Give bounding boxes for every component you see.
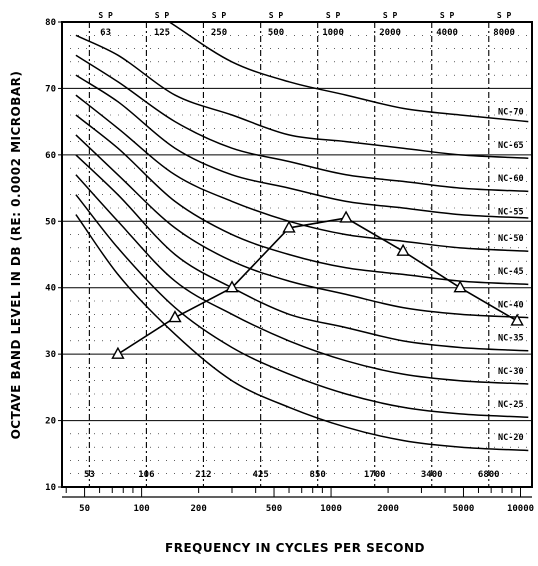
nc-label: NC-60	[498, 174, 524, 184]
measured-point	[282, 220, 296, 233]
measured-series	[111, 210, 524, 359]
y-axis-title: OCTAVE BAND LEVEL IN DB (RE: 0.0002 MICR…	[9, 71, 23, 440]
band-edge-label: 212	[195, 470, 211, 480]
x-tick-label: 50	[79, 504, 90, 514]
band-center-label: 8000	[493, 28, 515, 38]
plot-frame	[61, 21, 533, 488]
nc-label: NC-35	[498, 334, 524, 344]
measured-point	[111, 346, 125, 359]
gridlines	[62, 87, 532, 422]
x-axis-title: FREQUENCY IN CYCLES PER SECOND	[165, 541, 425, 555]
band-edge-label: 53	[84, 470, 95, 480]
band-edge-lines	[88, 22, 490, 487]
grid-minor	[62, 34, 532, 475]
measured-point	[168, 310, 182, 323]
y-axis-ticks: 10 20 30 40 50 60 70 80	[45, 18, 62, 493]
sp-label: S P	[98, 11, 113, 20]
band-center-label: 2000	[379, 28, 401, 38]
y-tick-label: 30	[45, 350, 56, 360]
nc-curve-nc-65	[75, 34, 529, 159]
y-tick-label: 70	[45, 84, 56, 94]
sp-label: S P	[212, 11, 227, 20]
y-tick-label: 10	[45, 483, 56, 493]
y-tick-label: 50	[45, 217, 56, 227]
nc-label: NC-40	[498, 300, 524, 310]
nc-label-group: NC-70 NC-65 NC-60 NC-55 NC-50 NC-45 NC-40 NC-35…	[498, 108, 524, 443]
band-edge-label: 1700	[364, 470, 386, 480]
measured-point	[510, 313, 524, 326]
band-center-label: 250	[211, 28, 227, 38]
nc-label: NC-20	[498, 433, 524, 443]
band-edge-label: 6800	[478, 470, 500, 480]
measured-point	[339, 210, 353, 223]
band-center-label: 500	[268, 28, 284, 38]
nc-label: NC-65	[498, 141, 524, 151]
y-tick-label: 80	[45, 18, 56, 28]
sp-label: S P	[269, 11, 284, 20]
nc-curve-nc-60	[75, 54, 529, 193]
sp-label: S P	[383, 11, 398, 20]
band-center-label: 63	[100, 28, 111, 38]
band-edge-label: 106	[138, 470, 154, 480]
y-tick-label: 40	[45, 284, 56, 294]
nc-label: NC-70	[498, 108, 524, 118]
measured-line	[117, 217, 518, 355]
nc-label: NC-25	[498, 400, 524, 410]
sp-label: S P	[155, 11, 170, 20]
x-tick-label: 100	[133, 504, 149, 514]
y-tick-label: 20	[45, 417, 56, 427]
x-axis-ticks: 50 100 200 500 1000 2000 5000 10000	[79, 504, 534, 514]
sp-label: S P	[326, 11, 341, 20]
x-tick-label: 10000	[507, 504, 534, 514]
measured-point	[225, 280, 239, 293]
band-edge-label: 850	[310, 470, 326, 480]
x-tick-label: 500	[266, 504, 282, 514]
nc-curve-nc-25	[75, 194, 529, 419]
nc-curve-nc-55	[75, 74, 529, 219]
band-edge-labels: 53 106 212 425 850 1700 3400 6800	[84, 470, 500, 480]
y-tick-label: 60	[45, 151, 56, 161]
nc-curve-nc-70	[168, 22, 529, 123]
band-center-label: 125	[154, 28, 170, 38]
x-tick-label: 5000	[453, 504, 475, 514]
nc-curve-nc-40	[75, 134, 529, 319]
nc-curve-nc-20	[75, 214, 529, 452]
band-edge-label: 425	[253, 470, 269, 480]
nc-label: NC-50	[498, 234, 524, 244]
nc-curve-nc-35	[75, 154, 529, 352]
nc-label: NC-45	[498, 267, 524, 277]
x-tick-label: 1000	[320, 504, 342, 514]
measured-point	[396, 243, 410, 256]
nc-curve-group	[75, 22, 529, 452]
measured-point	[453, 280, 467, 293]
nc-curve-nc-30	[75, 174, 529, 385]
sp-label: S P	[497, 11, 512, 20]
band-center-label: 1000	[322, 28, 344, 38]
band-edge-label: 3400	[421, 470, 443, 480]
nc-label: NC-30	[498, 367, 524, 377]
x-tick-label: 2000	[377, 504, 399, 514]
x-axis-ruler	[62, 487, 532, 498]
band-center-labels: 63 S P 125 S P 250 S P 500 S P 1000 S P 2000 S P 400…	[98, 11, 515, 38]
x-tick-label: 200	[191, 504, 207, 514]
sp-label: S P	[440, 11, 455, 20]
band-center-label: 4000	[436, 28, 458, 38]
nc-label: NC-55	[498, 207, 524, 217]
